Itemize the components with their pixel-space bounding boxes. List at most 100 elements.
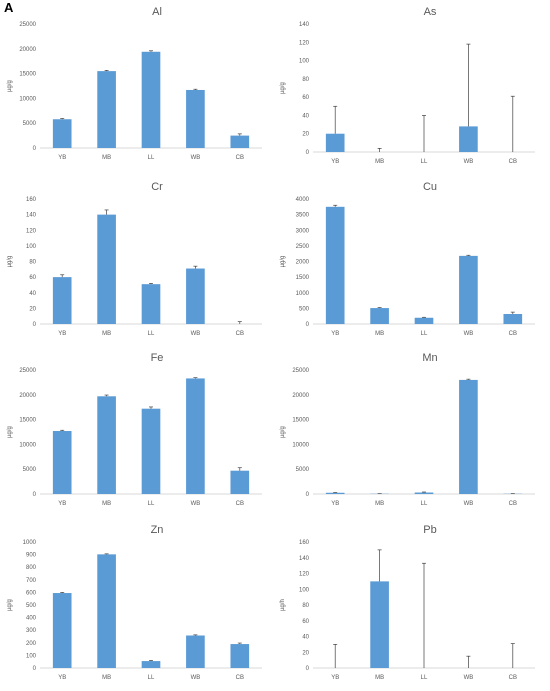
y-tick-label: 200 <box>26 641 37 647</box>
y-tick-label: 10000 <box>19 96 36 102</box>
y-tick-label: 3000 <box>296 228 310 234</box>
x-tick-label: LL <box>421 159 428 165</box>
y-tick-label: 25000 <box>19 368 36 374</box>
chart-title-cu: Cu <box>423 181 437 193</box>
bar-zn-ll <box>141 661 161 668</box>
y-tick-label: 60 <box>302 95 309 101</box>
y-tick-label: 20000 <box>19 47 36 53</box>
y-tick-label: 4000 <box>296 197 310 203</box>
x-tick-label: YB <box>331 501 339 507</box>
x-tick-label: WB <box>464 501 474 507</box>
bar-mn-wb <box>459 379 478 494</box>
bar-fe-ll <box>141 408 161 494</box>
x-tick-label: MB <box>102 501 111 507</box>
y-tick-label: 80 <box>29 260 36 266</box>
y-tick-label: 300 <box>26 628 37 634</box>
bar-al-wb <box>186 89 205 148</box>
y-tick-label: 140 <box>26 213 37 219</box>
bar-al-ll <box>141 51 161 148</box>
chart-title-as: As <box>424 6 437 18</box>
bar-fe-mb <box>97 396 116 494</box>
y-axis-label-zn: µg/g <box>7 599 13 611</box>
y-tick-label: 3500 <box>296 213 310 219</box>
bar-al-yb <box>52 119 72 148</box>
y-axis-label-al: µg/g <box>7 80 13 92</box>
x-tick-label: LL <box>148 675 155 681</box>
bar-mn-ll <box>414 492 434 494</box>
y-tick-label: 20 <box>302 650 309 656</box>
x-tick-label: WB <box>191 675 201 681</box>
bar-cu-ll <box>414 317 434 324</box>
x-tick-label: WB <box>191 501 201 507</box>
y-tick-label: 900 <box>26 553 37 559</box>
bar-zn-yb <box>52 593 72 668</box>
x-tick-label: WB <box>464 675 474 681</box>
bar-fe-yb <box>52 431 72 494</box>
bar-cu-mb <box>370 308 389 324</box>
chart-title-pb: Pb <box>423 524 436 536</box>
y-tick-label: 160 <box>26 197 37 203</box>
y-tick-label: 0 <box>33 492 37 498</box>
bar-fe-wb <box>186 378 205 494</box>
x-tick-label: CB <box>236 331 244 337</box>
y-axis-label-cu: µg/g <box>280 256 286 268</box>
y-tick-label: 0 <box>33 666 37 672</box>
y-tick-label: 120 <box>299 40 310 46</box>
x-tick-label: YB <box>331 331 339 337</box>
y-tick-label: 0 <box>306 150 310 156</box>
y-tick-label: 700 <box>26 578 37 584</box>
y-tick-label: 100 <box>299 59 310 65</box>
y-tick-label: 0 <box>33 146 37 152</box>
x-tick-label: CB <box>509 159 517 165</box>
x-tick-label: MB <box>375 331 384 337</box>
bar-zn-cb <box>230 644 250 668</box>
x-tick-label: YB <box>58 501 66 507</box>
x-tick-label: YB <box>331 675 339 681</box>
x-tick-label: LL <box>421 331 428 337</box>
y-tick-label: 1500 <box>296 275 310 281</box>
y-tick-label: 0 <box>306 666 310 672</box>
x-tick-label: CB <box>509 331 517 337</box>
y-axis-label-mn: µg/g <box>280 426 286 438</box>
y-tick-label: 0 <box>306 322 310 328</box>
bar-cr-yb <box>52 277 72 324</box>
y-tick-label: 0 <box>306 492 310 498</box>
x-tick-label: YB <box>58 331 66 337</box>
x-tick-label: CB <box>509 675 517 681</box>
bar-as-wb <box>459 126 478 152</box>
y-axis-label-as: µg/g <box>280 82 286 94</box>
bar-cr-mb <box>97 214 116 324</box>
y-tick-label: 1000 <box>23 540 37 546</box>
y-tick-label: 40 <box>302 113 309 119</box>
bar-mn-yb <box>325 492 345 494</box>
x-tick-label: MB <box>375 159 384 165</box>
y-tick-label: 120 <box>26 228 37 234</box>
y-tick-label: 60 <box>302 619 309 625</box>
y-tick-label: 140 <box>299 22 310 28</box>
y-tick-label: 160 <box>299 540 310 546</box>
y-tick-label: 15000 <box>19 72 36 78</box>
chart-title-fe: Fe <box>151 352 164 364</box>
chart-title-al: Al <box>152 6 162 18</box>
y-tick-label: 15000 <box>19 418 36 424</box>
chart-title-cr: Cr <box>151 181 163 193</box>
bar-cr-wb <box>186 268 205 324</box>
x-tick-label: WB <box>191 331 201 337</box>
y-tick-label: 15000 <box>292 418 309 424</box>
y-axis-label-cr: µg/g <box>7 256 13 268</box>
x-tick-label: WB <box>464 331 474 337</box>
y-tick-label: 10000 <box>292 442 309 448</box>
x-tick-label: YB <box>58 155 66 161</box>
y-tick-label: 20 <box>302 132 309 138</box>
y-tick-label: 10000 <box>19 442 36 448</box>
y-tick-label: 100 <box>26 244 37 250</box>
x-tick-label: WB <box>191 155 201 161</box>
y-tick-label: 25000 <box>19 22 36 28</box>
y-tick-label: 120 <box>299 572 310 578</box>
y-tick-label: 400 <box>26 616 37 622</box>
x-tick-label: LL <box>421 675 428 681</box>
y-tick-label: 20000 <box>292 393 309 399</box>
x-tick-label: CB <box>509 501 517 507</box>
x-tick-label: MB <box>375 501 384 507</box>
